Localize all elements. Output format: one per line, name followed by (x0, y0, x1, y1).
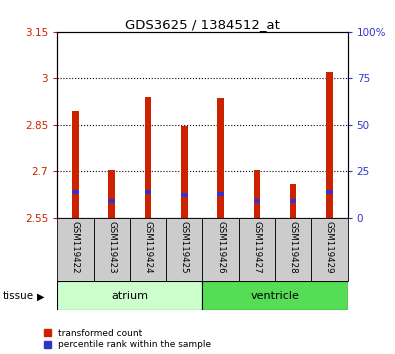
Bar (145, 97, 151, 218)
Bar (326, 190, 333, 194)
Bar (202, 281, 348, 310)
Bar (311, 218, 348, 281)
Text: GSM119427: GSM119427 (252, 221, 261, 274)
Text: GSM119422: GSM119422 (71, 221, 80, 274)
Bar (290, 184, 296, 218)
Bar (145, 190, 151, 194)
Bar (217, 98, 224, 218)
Bar (181, 126, 188, 218)
Bar (130, 218, 166, 281)
Bar (181, 193, 188, 197)
Text: GSM119429: GSM119429 (325, 221, 334, 273)
Bar (57, 281, 202, 310)
Text: GSM119428: GSM119428 (289, 221, 298, 274)
Bar (326, 72, 333, 218)
Text: GSM119426: GSM119426 (216, 221, 225, 274)
Title: GDS3625 / 1384512_at: GDS3625 / 1384512_at (125, 18, 280, 31)
Bar (109, 170, 115, 218)
Text: ventricle: ventricle (250, 291, 299, 301)
Text: atrium: atrium (111, 291, 149, 301)
Bar (217, 192, 224, 196)
Bar (72, 190, 79, 194)
Text: GSM119424: GSM119424 (143, 221, 152, 274)
Bar (275, 218, 311, 281)
Text: ▶: ▶ (37, 291, 45, 301)
Bar (166, 218, 203, 281)
Bar (57, 218, 94, 281)
Bar (254, 170, 260, 218)
Bar (202, 218, 239, 281)
Bar (254, 199, 260, 203)
Bar (72, 111, 79, 218)
Text: GSM119423: GSM119423 (107, 221, 116, 274)
Text: GSM119425: GSM119425 (180, 221, 189, 274)
Bar (109, 199, 115, 203)
Bar (94, 218, 130, 281)
Text: tissue: tissue (3, 291, 34, 301)
Bar (239, 218, 275, 281)
Legend: transformed count, percentile rank within the sample: transformed count, percentile rank withi… (44, 329, 212, 349)
Bar (290, 199, 296, 203)
